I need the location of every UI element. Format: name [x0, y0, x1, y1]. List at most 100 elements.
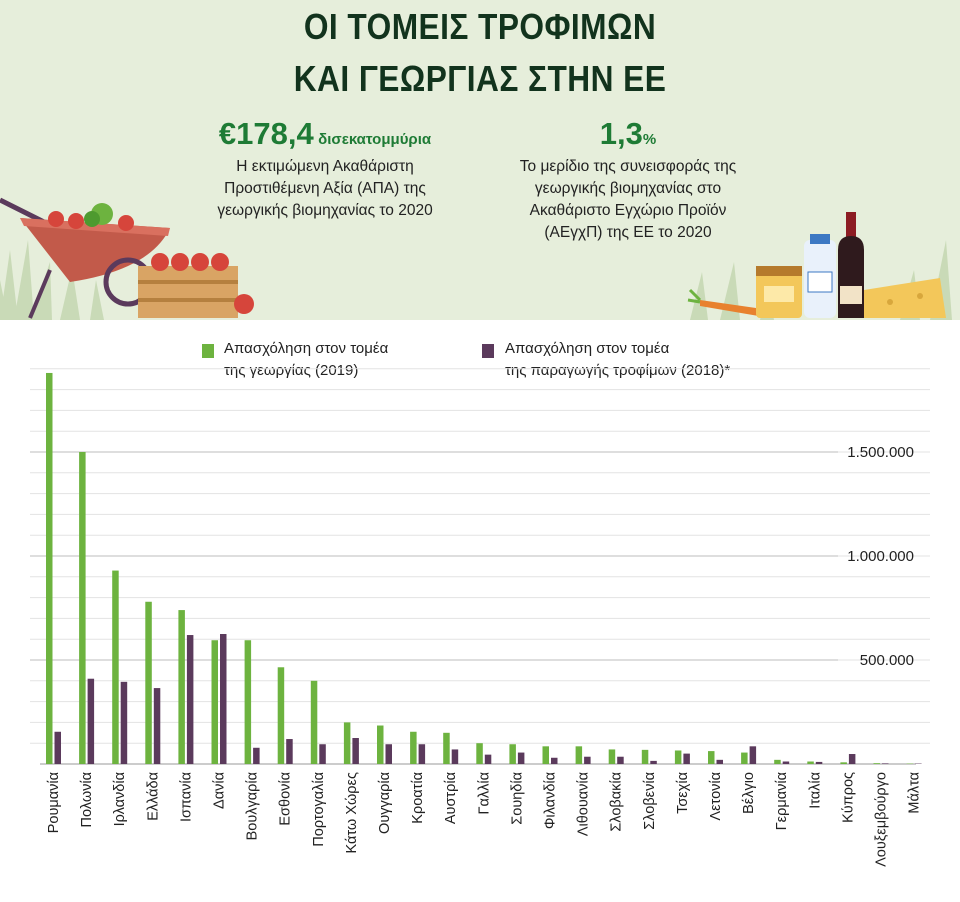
gva-description-line: Η εκτιμώμενη Ακαθάριστη	[236, 158, 414, 175]
bar-agriculture	[641, 749, 649, 764]
jar-icon	[756, 266, 802, 318]
bar-food	[253, 747, 260, 764]
gdp-description-line: Ακαθάριστο Εγχώριο Προϊόν	[529, 202, 727, 219]
bar-agriculture	[476, 743, 483, 764]
gva-description-line: γεωργικής βιομηχανίας το 2020	[217, 202, 433, 219]
bar-food	[749, 746, 757, 764]
milk-bottle-icon	[804, 234, 836, 318]
x-tick-label: Λουξεμβούργο	[874, 772, 890, 867]
bar-food	[650, 760, 657, 764]
x-tick-label: Τσεχία	[675, 772, 691, 814]
bar-agriculture	[807, 761, 814, 764]
bar-agriculture	[674, 750, 682, 764]
gva-description-line: Προστιθέμενη Αξία (ΑΠΑ) της	[224, 180, 426, 197]
header-illustration	[0, 197, 952, 320]
legend-food-line: της παραγωγής τροφίμων (2018)*	[505, 362, 731, 379]
chart-legend: Απασχόληση στον τομέα της γεωργίας (2019…	[0, 338, 960, 388]
bar-agriculture	[343, 722, 351, 764]
gva-description: Η εκτιμώμενη Ακαθάριστη Προστιθέμενη Αξί…	[150, 156, 500, 222]
title-line-2: ΚΑΙ ΓΕΩΡΓΙΑΣ ΣΤΗΝ ΕΕ	[293, 58, 667, 99]
bar-food	[87, 678, 95, 764]
x-tick-label: Ισπανία	[178, 772, 194, 822]
wheelbarrow-icon	[0, 197, 170, 319]
bar-agriculture	[244, 640, 252, 764]
bar-agriculture	[840, 762, 847, 764]
bar-food	[716, 759, 723, 764]
carrot-icon	[687, 288, 770, 318]
x-tick-label: Γερμανία	[774, 772, 790, 830]
bar-food	[484, 754, 492, 764]
x-tick-label: Ουγγαρία	[377, 772, 393, 834]
bar-agriculture	[410, 731, 417, 764]
bar-agriculture	[608, 749, 616, 764]
bar-food	[352, 738, 359, 764]
x-tick-label: Κροατία	[410, 772, 426, 824]
bar-food	[517, 752, 525, 764]
bar-food	[683, 753, 690, 764]
bar-food	[848, 754, 856, 764]
bar-agriculture	[112, 570, 119, 764]
gdp-share-stat: 1,3%	[478, 116, 778, 152]
bar-agriculture	[178, 610, 185, 764]
bar-food	[120, 681, 128, 764]
x-tick-label: Σουηδία	[509, 772, 525, 825]
bar-agriculture	[277, 667, 285, 764]
apple-crate-icon	[138, 253, 254, 318]
bar-food	[782, 761, 790, 764]
bar-agriculture	[873, 763, 880, 764]
legend-food-swatch	[482, 344, 494, 358]
title-line-1: ΟΙ ΤΟΜΕΙΣ ΤΡΟΦΙΜΩΝ	[303, 6, 657, 47]
bar-food	[385, 744, 392, 764]
x-tick-label: Πορτογαλία	[311, 772, 327, 847]
bar-food	[815, 761, 823, 764]
bar-agriculture	[509, 744, 516, 764]
bar-agriculture	[708, 751, 715, 764]
bar-agriculture	[377, 725, 384, 764]
y-tick-label: 1.500.000	[847, 444, 914, 461]
bar-agriculture	[145, 601, 152, 764]
x-tick-label: Ιρλανδία	[112, 772, 128, 826]
bar-food	[186, 635, 194, 764]
gva-stat: €178,4 δισεκατομμύρια	[150, 116, 500, 152]
bar-food	[220, 634, 227, 764]
gdp-description-line: (ΑΕγχΠ) της ΕΕ το 2020	[544, 224, 712, 241]
legend-agriculture-swatch	[202, 344, 214, 358]
bar-agriculture	[79, 452, 86, 764]
legend-agriculture-line: της γεωργίας (2019)	[224, 362, 359, 379]
bar-agriculture	[46, 372, 53, 764]
x-tick-label: Δανία	[212, 772, 228, 809]
bar-agriculture	[774, 759, 781, 764]
x-tick-label: Φιλανδία	[543, 772, 559, 829]
bar-agriculture	[443, 732, 450, 764]
x-tick-label: Σλοβενία	[642, 772, 658, 830]
x-tick-label: Ιταλία	[807, 772, 823, 809]
x-tick-label: Κύπρος	[840, 772, 856, 823]
x-tick-label: Λετονία	[708, 772, 724, 821]
header-banner: ΟΙ ΤΟΜΕΙΣ ΤΡΟΦΙΜΩΝ ΚΑΙ ΓΕΩΡΓΙΑΣ ΣΤΗΝ ΕΕ …	[0, 0, 960, 320]
bar-agriculture	[310, 680, 318, 764]
bar-agriculture	[741, 752, 748, 764]
bar-food	[286, 739, 293, 764]
bar-food	[54, 731, 61, 764]
x-tick-label: Γαλλία	[476, 772, 492, 814]
gva-unit: δισεκατομμύρια	[318, 131, 432, 148]
x-tick-label: Μάλτα	[907, 772, 923, 814]
x-tick-label: Πολωνία	[79, 772, 95, 827]
y-tick-label: 1.000.000	[847, 548, 914, 565]
bar-food	[551, 757, 558, 764]
cheese-icon	[864, 278, 946, 318]
x-tick-label: Λιθουανία	[576, 772, 592, 836]
x-tick-label: Ρουμανία	[46, 772, 62, 833]
gdp-share-description: Το μερίδιο της συνεισφοράς της γεωργικής…	[478, 156, 778, 244]
x-tick-label: Σλοβακία	[609, 772, 625, 832]
bar-food	[319, 744, 326, 764]
employment-bar-chart: 500.000 1.000.000 1.500.000 Ρουμανία Πολωνία…	[30, 368, 930, 867]
legend-agriculture-label: Απασχόληση στον τομέα της γεωργίας (2019…	[224, 338, 388, 382]
bar-food	[882, 763, 889, 764]
gdp-share-unit: %	[642, 131, 657, 148]
bar-food	[451, 749, 459, 764]
y-tick-label: 500.000	[860, 652, 914, 669]
gdp-description-line: γεωργικής βιομηχανίας στο	[534, 180, 722, 197]
legend-food-label: Απασχόληση στον τομέα της παραγωγής τροφ…	[505, 338, 730, 382]
x-tick-label: Κάτω Χώρες	[344, 772, 360, 853]
